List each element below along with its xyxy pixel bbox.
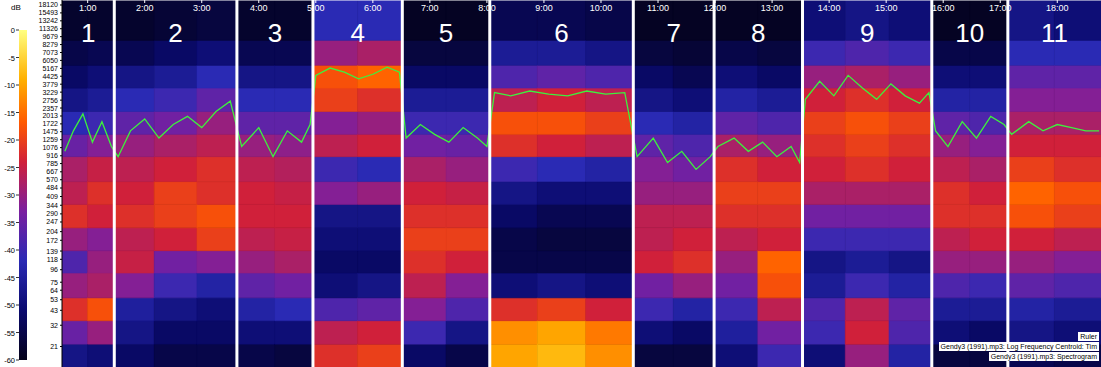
svg-text:-20: -20: [8, 136, 15, 145]
svg-text:172: 172: [46, 237, 58, 244]
svg-text:204: 204: [46, 228, 58, 235]
svg-text:1475: 1475: [42, 128, 58, 135]
svg-text:3: 3: [268, 18, 282, 48]
svg-text:9:00: 9:00: [535, 3, 553, 13]
svg-text:12:00: 12:00: [704, 3, 727, 13]
svg-text:9679: 9679: [42, 33, 58, 40]
svg-text:916: 916: [46, 152, 58, 159]
svg-text:344: 344: [46, 202, 58, 209]
svg-text:290: 290: [46, 210, 58, 217]
svg-text:2756: 2756: [42, 97, 58, 104]
svg-text:1259: 1259: [42, 136, 58, 143]
svg-text:-40: -40: [8, 246, 15, 255]
svg-text:dB: dB: [11, 3, 21, 12]
svg-text:5: 5: [439, 18, 453, 48]
svg-text:1722: 1722: [42, 120, 58, 127]
svg-text:-35: -35: [8, 219, 15, 228]
svg-text:75: 75: [50, 279, 58, 286]
svg-text:4: 4: [350, 18, 364, 48]
svg-text:1: 1: [81, 18, 95, 48]
svg-text:2:00: 2:00: [136, 3, 154, 13]
svg-text:11326: 11326: [39, 25, 58, 32]
svg-text:0: 0: [11, 26, 15, 35]
svg-text:7: 7: [666, 18, 680, 48]
svg-text:-50: -50: [8, 301, 15, 310]
svg-text:-15: -15: [8, 109, 15, 118]
svg-text:10: 10: [955, 18, 984, 48]
svg-text:9: 9: [860, 18, 874, 48]
svg-text:5:00: 5:00: [307, 3, 325, 13]
svg-text:667: 667: [46, 168, 58, 175]
svg-text:-30: -30: [8, 191, 15, 200]
svg-text:-10: -10: [8, 81, 15, 90]
svg-text:32: 32: [50, 322, 58, 329]
svg-text:13:00: 13:00: [761, 3, 784, 13]
svg-text:16:00: 16:00: [932, 3, 955, 13]
svg-text:7:00: 7:00: [421, 3, 439, 13]
svg-text:11:00: 11:00: [647, 3, 669, 13]
svg-text:247: 247: [46, 218, 58, 225]
svg-text:64: 64: [50, 287, 58, 294]
svg-text:-55: -55: [8, 329, 15, 338]
svg-text:-60: -60: [8, 356, 15, 365]
svg-text:13242: 13242: [39, 17, 59, 24]
svg-text:6050: 6050: [42, 57, 58, 64]
svg-text:-25: -25: [8, 164, 15, 173]
svg-text:10:00: 10:00: [590, 3, 613, 13]
svg-text:53: 53: [50, 296, 58, 303]
svg-text:7073: 7073: [42, 49, 58, 56]
svg-text:2: 2: [168, 18, 182, 48]
svg-text:8:00: 8:00: [478, 3, 496, 13]
svg-text:4425: 4425: [42, 73, 58, 80]
svg-text:1076: 1076: [42, 144, 58, 151]
svg-text:18120: 18120: [39, 1, 59, 8]
svg-text:96: 96: [50, 266, 58, 273]
svg-text:14:00: 14:00: [818, 3, 841, 13]
svg-text:17:00: 17:00: [989, 3, 1012, 13]
svg-text:8: 8: [751, 18, 765, 48]
svg-text:2013: 2013: [42, 112, 58, 119]
svg-text:8279: 8279: [42, 41, 58, 48]
svg-text:15:00: 15:00: [875, 3, 898, 13]
svg-text:3:00: 3:00: [193, 3, 211, 13]
svg-text:118: 118: [47, 256, 58, 263]
html-text:Gendy3 (1991).mp3: Log Frequen: Gendy3 (1991).mp3: Log Frequency Centroi…: [940, 343, 1097, 350]
svg-text:139: 139: [46, 248, 58, 255]
svg-text:409: 409: [46, 193, 58, 200]
svg-text:4:00: 4:00: [250, 3, 268, 13]
svg-text:6: 6: [554, 18, 568, 48]
svg-text:5167: 5167: [42, 65, 58, 72]
svg-text:18:00: 18:00: [1046, 3, 1069, 13]
svg-text:2357: 2357: [42, 105, 58, 112]
html-text:Gendy3 (1991).mp3: Spectrogram: Gendy3 (1991).mp3: Spectrogram: [990, 353, 1097, 360]
svg-text:6:00: 6:00: [364, 3, 382, 13]
svg-text:484: 484: [46, 184, 58, 191]
svg-text:-45: -45: [8, 274, 15, 283]
svg-text:21: 21: [50, 343, 58, 350]
svg-text:570: 570: [46, 176, 58, 183]
svg-text:11: 11: [1041, 18, 1068, 48]
html-text:Ruler: Ruler: [1080, 333, 1097, 340]
svg-text:43: 43: [50, 307, 58, 314]
svg-text:3229: 3229: [42, 89, 58, 96]
svg-text:15493: 15493: [39, 9, 59, 16]
svg-text:3779: 3779: [42, 81, 58, 88]
svg-text:-5: -5: [8, 54, 15, 63]
svg-text:785: 785: [46, 160, 58, 167]
svg-text:1:00: 1:00: [79, 3, 97, 13]
